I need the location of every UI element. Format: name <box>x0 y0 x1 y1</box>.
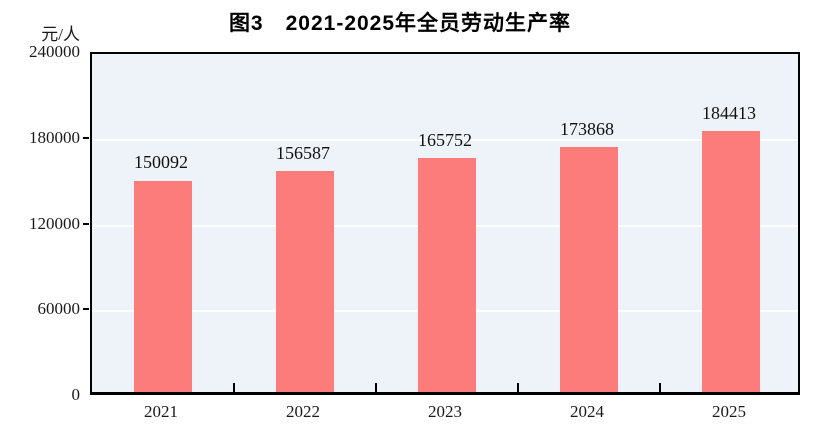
plot-area <box>90 52 800 395</box>
x-axis-tick-label: 2025 <box>712 402 746 421</box>
bar-2025 <box>702 131 760 392</box>
y-axis-tick-label: 0 <box>71 385 81 404</box>
bar-value-label: 173868 <box>560 118 614 139</box>
x-axis-tick-label: 2021 <box>144 402 178 421</box>
y-axis-unit-label: 元/人 <box>41 25 80 44</box>
x-axis-tick-label: 2023 <box>428 402 462 421</box>
x-axis-boundary-tick-mark <box>517 383 519 392</box>
x-axis-boundary-tick-mark <box>659 383 661 392</box>
y-axis-tick-label: 180000 <box>29 127 80 147</box>
bar-value-label: 150092 <box>134 152 188 173</box>
bar-value-label: 156587 <box>276 143 330 164</box>
x-axis-tick-label: 2022 <box>286 402 320 421</box>
x-axis-tick-label: 2024 <box>570 402 604 421</box>
y-axis-tick-label: 240000 <box>29 42 80 61</box>
bar-2022 <box>276 171 334 392</box>
bar-2024 <box>560 146 618 392</box>
bar-value-label: 184413 <box>702 103 756 124</box>
y-axis-tick-mark <box>83 308 89 311</box>
y-axis-tick-mark <box>83 136 89 139</box>
chart-title: 图3 2021-2025年全员劳动生产率 <box>228 12 572 35</box>
bar-2023 <box>418 158 476 392</box>
x-axis-boundary-tick-mark <box>233 383 235 392</box>
x-axis-boundary-tick-mark <box>375 383 377 392</box>
bar-2021 <box>134 180 192 392</box>
bar-value-label: 165752 <box>418 130 472 151</box>
y-axis-tick-label: 120000 <box>29 213 80 233</box>
horizontal-gridline <box>92 138 798 141</box>
y-axis-tick-label: 60000 <box>37 299 81 319</box>
y-axis-tick-mark <box>83 222 89 225</box>
